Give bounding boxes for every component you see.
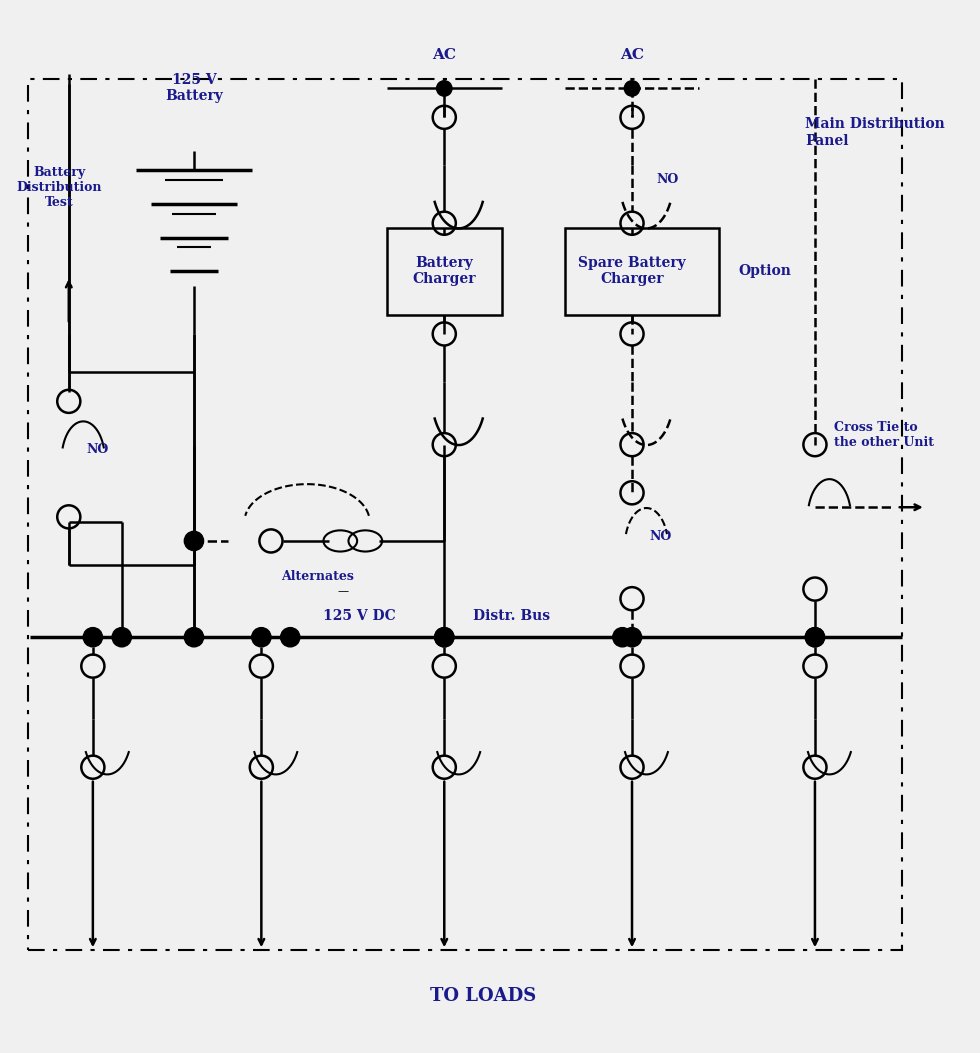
Text: AC: AC	[620, 47, 644, 62]
Text: Alternates: Alternates	[280, 570, 354, 582]
Text: AC: AC	[432, 47, 457, 62]
Bar	[564, 229, 718, 315]
Circle shape	[624, 81, 640, 96]
Text: Option: Option	[738, 264, 791, 278]
Text: TO LOADS: TO LOADS	[429, 988, 536, 1006]
Text: NO: NO	[86, 443, 109, 456]
Text: NO: NO	[656, 174, 678, 186]
Circle shape	[622, 628, 642, 647]
Text: Cross Tie to
the other Unit: Cross Tie to the other Unit	[834, 421, 934, 450]
Text: Battery
Distribution
Test: Battery Distribution Test	[17, 165, 102, 208]
Text: Spare Battery
Charger: Spare Battery Charger	[578, 256, 686, 286]
Text: Distr. Bus: Distr. Bus	[473, 609, 551, 622]
Circle shape	[83, 628, 103, 647]
Circle shape	[806, 628, 824, 647]
Circle shape	[252, 628, 271, 647]
Bar	[386, 229, 502, 315]
Circle shape	[184, 628, 204, 647]
Text: 125 V DC: 125 V DC	[323, 609, 396, 622]
Circle shape	[806, 628, 824, 647]
Text: Battery
Charger: Battery Charger	[413, 256, 476, 286]
Circle shape	[436, 81, 452, 96]
Circle shape	[612, 628, 632, 647]
Text: 125 V
Battery: 125 V Battery	[165, 73, 222, 103]
Text: Main Distribution
Panel: Main Distribution Panel	[806, 117, 945, 147]
Text: NO: NO	[650, 530, 671, 542]
Circle shape	[435, 628, 454, 647]
Circle shape	[184, 532, 204, 551]
Circle shape	[280, 628, 300, 647]
Text: —: —	[338, 585, 349, 596]
Circle shape	[112, 628, 131, 647]
Circle shape	[435, 628, 454, 647]
